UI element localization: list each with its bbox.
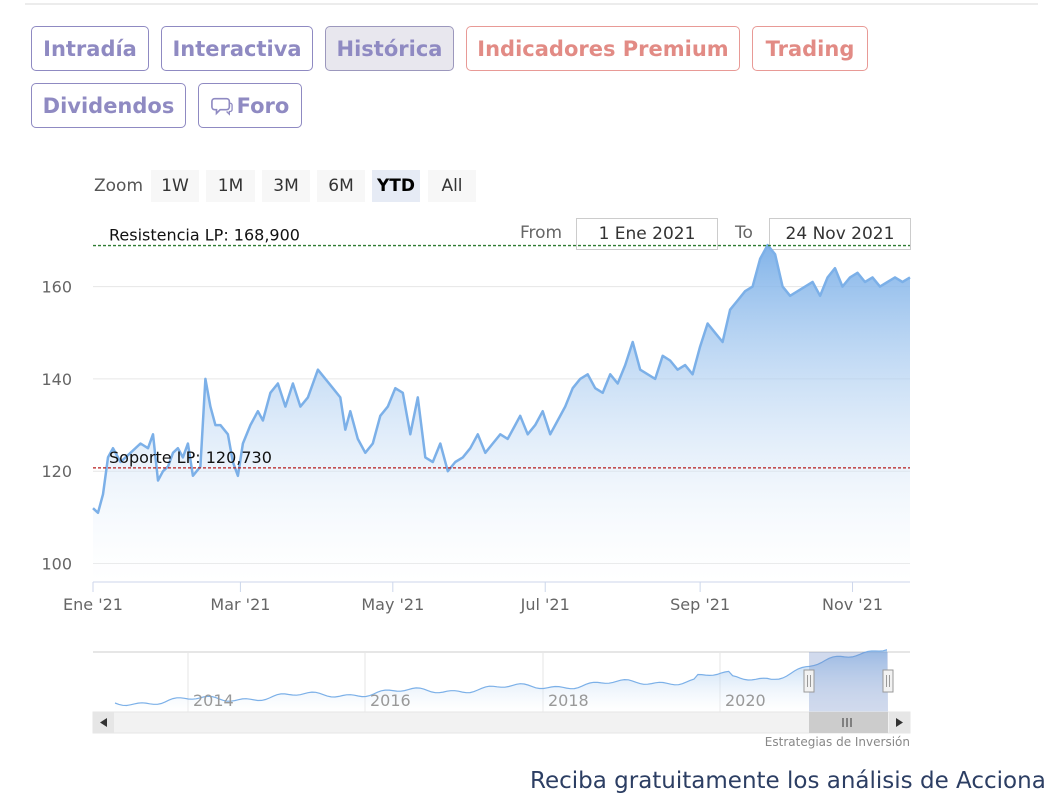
y-tick-label: 120 (41, 462, 72, 481)
x-tick-label: Jul '21 (520, 595, 570, 614)
support-label: Soporte LP: 120,730 (109, 448, 272, 467)
navigator-selection (809, 652, 888, 712)
tab-historica[interactable]: Histórica (325, 26, 454, 71)
scrollbar-left-button[interactable] (93, 712, 114, 733)
top-divider (25, 3, 1038, 5)
navigator-handle[interactable] (803, 669, 815, 693)
navigator-year-label: 2014 (193, 691, 234, 710)
range-from-input[interactable]: 1 Ene 2021 (576, 218, 718, 250)
x-tick-label: Sep '21 (670, 595, 730, 614)
price-area-fill (93, 245, 910, 582)
arrow-right-icon (896, 718, 903, 727)
tab-dividendos-label: Dividendos (42, 93, 175, 118)
navigator-year-label: 2020 (725, 691, 766, 710)
chat-bubble-icon (210, 97, 233, 116)
navigator-handle[interactable] (882, 669, 894, 693)
zoom-1w-button[interactable]: 1W (151, 170, 199, 202)
scrollbar-track (92, 711, 911, 734)
zoom-all-button[interactable]: All (428, 170, 476, 202)
navigator-year-label: 2018 (548, 691, 589, 710)
tab-trading-label: Trading (765, 36, 855, 61)
y-tick-label: 100 (41, 555, 72, 574)
scrollbar-thumb[interactable] (809, 712, 888, 733)
zoom-3m-button[interactable]: 3M (262, 170, 310, 202)
navigator-area (115, 649, 887, 712)
range-to-input[interactable]: 24 Nov 2021 (769, 218, 911, 250)
price-line (92, 243, 911, 515)
promo-text: Reciba gratuitamente los análisis de Acc… (530, 768, 1046, 794)
tab-foro-label: Foro (236, 93, 290, 118)
tab-intradia[interactable]: Intradía (31, 26, 149, 71)
arrow-left-icon (100, 718, 107, 727)
y-tick-label: 140 (41, 370, 72, 389)
tab-historica-label: Histórica (336, 36, 443, 61)
tab-intradia-label: Intradía (43, 36, 137, 61)
tab-indicadores-premium-label: Indicadores Premium (477, 36, 729, 61)
tab-foro[interactable]: Foro (198, 83, 302, 128)
zoom-6m-button[interactable]: 6M (317, 170, 365, 202)
navigator-line (114, 649, 888, 707)
tab-interactiva[interactable]: Interactiva (161, 26, 313, 71)
resistance-label: Resistencia LP: 168,900 (109, 226, 300, 245)
chart-credit[interactable]: Estrategias de Inversión (764, 735, 910, 749)
navigator-year-label: 2016 (370, 691, 411, 710)
tab-indicadores-premium[interactable]: Indicadores Premium (466, 26, 740, 71)
zoom-label: Zoom (94, 176, 144, 196)
range-to-label: To (735, 223, 753, 243)
x-tick-label: Mar '21 (210, 595, 270, 614)
zoom-1m-button[interactable]: 1M (206, 170, 255, 202)
tab-interactiva-label: Interactiva (172, 36, 302, 61)
scrollbar-right-button[interactable] (889, 712, 910, 733)
x-tick-label: Nov '21 (822, 595, 883, 614)
x-tick-label: Ene '21 (63, 595, 123, 614)
tab-trading[interactable]: Trading (752, 26, 868, 71)
tab-dividendos[interactable]: Dividendos (31, 83, 186, 128)
zoom-ytd-button[interactable]: YTD (372, 170, 420, 202)
y-tick-label: 160 (41, 278, 72, 297)
range-from-label: From (520, 223, 563, 243)
x-tick-label: May '21 (361, 595, 424, 614)
